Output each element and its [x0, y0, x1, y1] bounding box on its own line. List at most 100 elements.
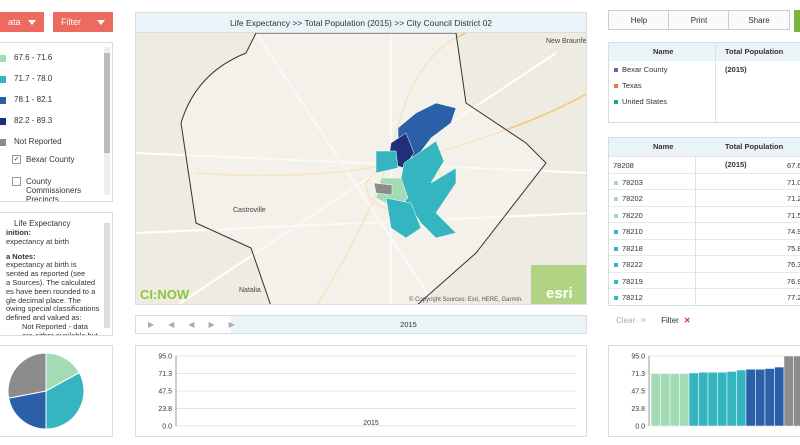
green-button[interactable] — [794, 10, 800, 32]
place-label: Castroville — [233, 207, 266, 214]
row-name: 78219 — [622, 276, 643, 286]
table-row[interactable]: 78220 71.5 — [609, 205, 800, 225]
clear-icon[interactable]: ✕ — [640, 316, 647, 325]
info-line: a Sources). The calculated — [6, 278, 96, 287]
data-button[interactable]: ata — [0, 12, 44, 32]
bar — [679, 373, 690, 427]
row-value: 76.3 — [787, 260, 800, 269]
row-name: 78222 — [622, 260, 643, 269]
bar — [774, 366, 785, 427]
row-name: 78203 — [622, 177, 643, 187]
legend-swatch — [0, 97, 6, 104]
bar — [783, 355, 794, 427]
header-cell: Total Population (2015) — [725, 47, 784, 74]
row-dot — [614, 279, 618, 284]
bar — [764, 368, 775, 427]
bar — [793, 355, 800, 427]
header-cell: Name — [653, 142, 674, 151]
row-name: 78210 — [622, 227, 643, 236]
map-logo: CI:NOW — [140, 287, 190, 302]
bar — [688, 372, 699, 427]
county-outline — [180, 33, 547, 304]
bar — [707, 371, 718, 427]
header-cell: Name — [653, 47, 674, 56]
table-row[interactable]: 78210 74.9 — [609, 222, 800, 241]
header-cell: Total Population (2015) — [725, 142, 784, 169]
row-dot — [614, 180, 618, 185]
row-dot — [614, 197, 618, 201]
place-label: New Braunfel — [546, 38, 587, 45]
row-value: 76.9 — [787, 276, 800, 286]
row-name: 78218 — [622, 243, 643, 253]
row-value: 71.0 — [787, 177, 800, 187]
layer-checkbox[interactable]: ✓ — [12, 155, 21, 164]
y-tick-label: 0.0 — [635, 424, 645, 431]
districts — [373, 102, 457, 239]
table-row[interactable]: 78218 75.8 — [609, 238, 800, 258]
legend-label: 78.1 - 82.1 — [14, 95, 53, 104]
info-line: inition: — [6, 228, 31, 237]
filter-label[interactable]: Filter — [661, 316, 679, 325]
table-row[interactable]: 78212 77.2 — [609, 288, 800, 305]
table-row[interactable]: Texas — [609, 77, 800, 95]
table-row[interactable]: Bexar County — [609, 61, 800, 79]
filter-bar: Clear ✕ Filter ✕ — [616, 315, 691, 327]
row-value: 71.5 — [787, 210, 800, 220]
bar-chart-panel: 0.0 23.8 47.5 71.3 95.0 — [608, 345, 800, 437]
row-dot — [614, 68, 618, 72]
scrollbar — [104, 223, 110, 328]
table-row[interactable]: 78219 76.9 — [609, 271, 800, 291]
row-value: 75.8 — [787, 243, 800, 253]
x-tick-label: 2015 — [363, 420, 379, 427]
legend-label: 67.6 - 71.6 — [14, 53, 53, 62]
filter-icon[interactable]: ✕ — [683, 316, 691, 325]
info-panel: Life Expectancy inition: expectancy at bir… — [0, 212, 113, 336]
tool-button[interactable]: Print — [668, 10, 730, 30]
table-row[interactable]: United States — [609, 93, 800, 111]
table-row[interactable]: 78208 67.6 — [609, 156, 800, 175]
bar — [698, 371, 709, 427]
table-row[interactable]: 78203 71.0 — [609, 172, 800, 192]
y-tick-label: 23.8 — [158, 406, 172, 413]
clear-button[interactable]: Clear — [616, 316, 636, 325]
scroll-thumb — [104, 53, 110, 153]
filter-button[interactable]: Filter — [53, 12, 113, 32]
info-line: sented as reported (see — [6, 269, 86, 279]
layer-checkbox[interactable] — [12, 177, 21, 186]
info-line: owing special classifications — [6, 304, 100, 314]
row-name: 78212 — [622, 293, 643, 302]
row-dot — [614, 213, 618, 218]
legend-panel: 67.6 - 71.6 71.7 - 78.0 78.1 - 82.1 82.2 - … — [0, 42, 113, 202]
summary-table: Name Total Population (2015) Bexar County T… — [608, 42, 800, 123]
table-row[interactable]: 78202 71.2 — [609, 189, 800, 208]
row-dot — [614, 230, 618, 234]
bar — [717, 371, 728, 427]
layer-label: Bexar County — [26, 155, 75, 164]
pie-chart — [7, 352, 85, 430]
table-row[interactable]: 78222 76.3 — [609, 255, 800, 274]
map-panel: New Braunfel Castroville Natalia CI:NOW esri… — [135, 32, 587, 305]
legend-label: 71.7 - 78.0 — [14, 74, 53, 83]
y-tick-label: 47.5 — [631, 389, 645, 396]
row-value: 74.9 — [787, 227, 800, 236]
y-tick-label: 95.0 — [631, 354, 645, 361]
info-line: Not Reported - data — [22, 322, 88, 331]
map: New Braunfel Castroville Natalia CI:NOW esri… — [136, 33, 587, 304]
y-tick-label: 23.8 — [631, 406, 645, 413]
legend-swatch — [0, 139, 6, 146]
playback-controls[interactable]: ▶◀◀▶▶ — [136, 316, 235, 333]
bar — [650, 373, 661, 427]
bar — [660, 373, 671, 427]
timeline-year[interactable]: 2015 — [400, 320, 417, 329]
tool-button[interactable]: Share — [728, 10, 790, 30]
tool-button[interactable]: Help — [608, 10, 670, 30]
esri-logo: esri — [546, 285, 573, 302]
row-dot — [614, 263, 618, 267]
info-line: defined and valued as: — [6, 313, 82, 323]
row-value: 77.2 — [787, 293, 800, 302]
y-tick-label: 71.3 — [631, 371, 645, 378]
row-name: 78220 — [622, 210, 643, 220]
bar — [726, 371, 737, 427]
column-divider — [715, 43, 716, 122]
legend-label: 82.2 - 89.3 — [14, 116, 53, 125]
